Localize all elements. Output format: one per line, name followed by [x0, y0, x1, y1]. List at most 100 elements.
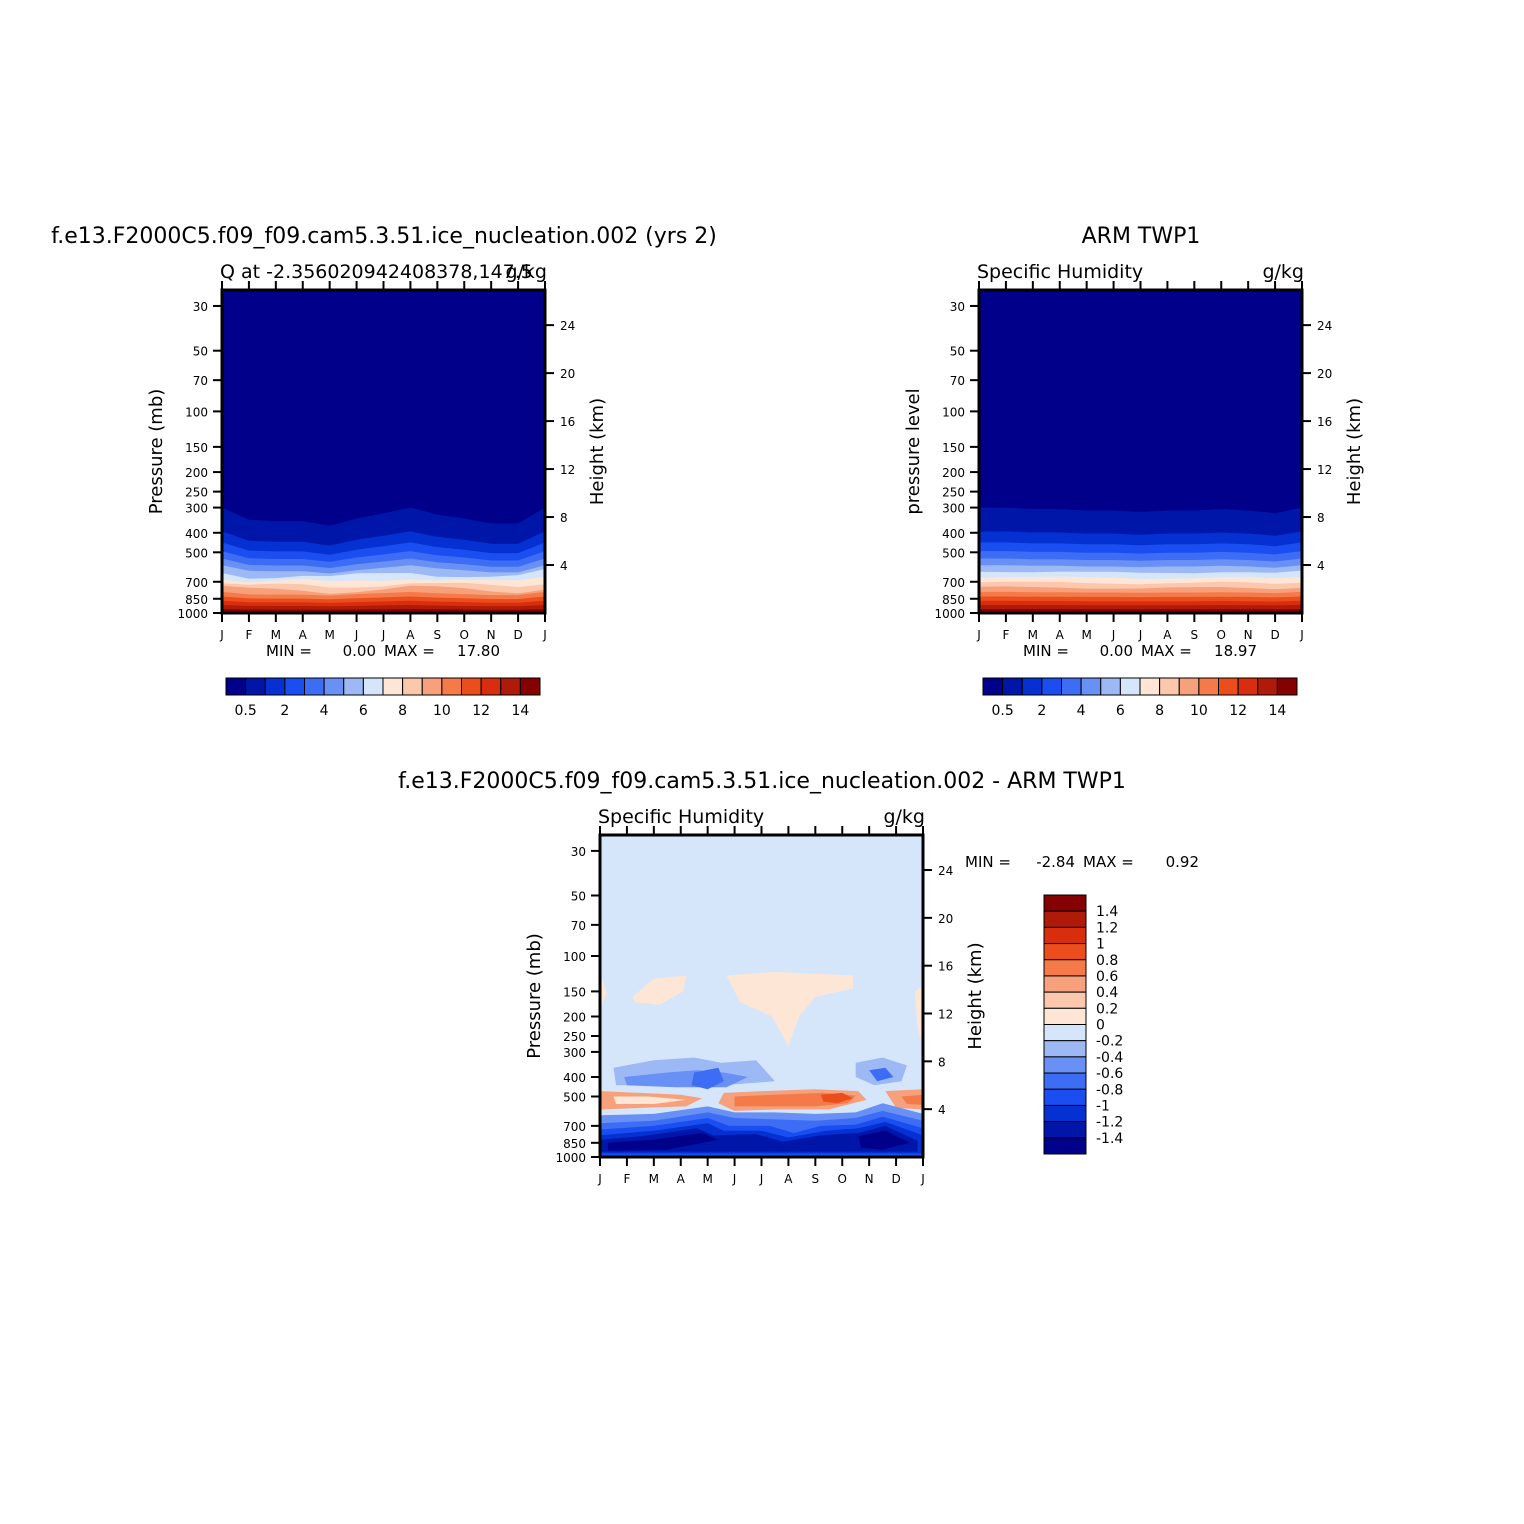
y-tick-label: 50 — [571, 890, 586, 904]
colorbar-swatch — [1043, 910, 1087, 928]
y-tick-label: 400 — [185, 527, 208, 541]
y-tick-label: 400 — [942, 527, 965, 541]
colorbar-swatch — [1043, 1007, 1087, 1025]
y-tick-label: 70 — [193, 374, 208, 388]
height-axis-label: Height (km) — [587, 398, 608, 505]
y-tick-label: 500 — [942, 546, 965, 560]
y-tick-label: 300 — [942, 502, 965, 516]
x-tick-label: A — [1163, 628, 1172, 642]
min-value: 0.00 — [1100, 642, 1133, 660]
x-tick-label: A — [299, 628, 308, 642]
diff-strong-negative — [818, 1136, 848, 1145]
y-tick-label: 250 — [185, 486, 208, 500]
height-tick-label: 24 — [560, 319, 575, 333]
colorbar-swatch — [982, 677, 1004, 696]
height-tick-label: 24 — [938, 864, 953, 878]
y-tick-label: 150 — [185, 441, 208, 455]
y-axis-label: Pressure (mb) — [146, 389, 167, 515]
diff-negative-patch — [869, 1067, 894, 1082]
colorbar-3: 1.41.210.80.60.40.20-0.2-0.4-0.6-0.8-1-1… — [1043, 894, 1123, 1155]
max-value: 18.97 — [1214, 642, 1257, 660]
colorbar-label: 4 — [320, 703, 329, 719]
colorbar-swatch — [1218, 677, 1239, 696]
y-tick-label: 250 — [563, 1030, 586, 1044]
colorbar-label: 10 — [1190, 703, 1208, 719]
diff-strongest-negative — [858, 1130, 910, 1150]
colorbar-swatch — [1043, 1137, 1087, 1155]
colorbar-label: 12 — [1229, 703, 1247, 719]
colorbar-swatch — [343, 677, 364, 696]
colorbar-swatch — [1276, 677, 1298, 696]
colorbar-swatch — [1043, 1056, 1087, 1074]
y-tick-label: 200 — [563, 1011, 586, 1025]
colorbar-swatch — [323, 677, 345, 696]
colorbar-swatch — [519, 677, 541, 696]
panel-subtitle-right: g/kg — [1262, 261, 1304, 283]
colorbar-label: 14 — [511, 703, 529, 719]
diff-positive-band — [820, 1092, 853, 1104]
y-tick-label: 250 — [942, 486, 965, 500]
y-tick-label: 150 — [563, 985, 586, 999]
colorbar-swatch — [1257, 677, 1278, 696]
y-tick-label: 500 — [185, 546, 208, 560]
height-tick-label: 8 — [938, 1055, 946, 1069]
x-tick-label: S — [1191, 628, 1199, 642]
x-tick-label: N — [1244, 628, 1253, 642]
y-tick-label: 1000 — [934, 607, 965, 621]
colorbar-label: 2 — [1037, 703, 1046, 719]
colorbar-swatch — [1043, 959, 1087, 977]
colorbar-swatch — [382, 677, 404, 696]
x-tick-label: F — [623, 1172, 630, 1186]
y-tick-label: 150 — [942, 441, 965, 455]
colorbar-swatch — [1002, 677, 1023, 696]
colorbar-swatch — [1043, 926, 1087, 945]
y-tick-label: 500 — [563, 1090, 586, 1104]
panel-title: f.e13.F2000C5.f09_f09.cam5.3.51.ice_nucl… — [398, 769, 1126, 794]
x-tick-label: O — [460, 628, 469, 642]
colorbar-swatch — [264, 677, 286, 696]
x-tick-label: J — [597, 1172, 602, 1186]
height-tick-label: 12 — [560, 463, 575, 477]
x-tick-label: S — [812, 1172, 820, 1186]
height-axis-label: Height (km) — [1344, 398, 1365, 505]
colorbar-swatch — [1178, 677, 1200, 696]
height-tick-label: 12 — [938, 1008, 953, 1022]
x-tick-label: M — [1081, 628, 1091, 642]
colorbar-swatch — [1043, 1104, 1087, 1123]
panel-subtitle-right: g/kg — [505, 261, 547, 283]
colorbar-swatch — [304, 677, 325, 696]
x-tick-label: J — [542, 628, 547, 642]
y-tick-label: 400 — [563, 1071, 586, 1085]
colorbar-label: 14 — [1268, 703, 1286, 719]
y-tick-label: 70 — [571, 919, 586, 933]
max-value: 0.92 — [1166, 853, 1199, 871]
colorbar-swatch — [1119, 677, 1141, 696]
x-tick-label: D — [891, 1172, 900, 1186]
diff-positive-patch — [914, 985, 923, 1046]
x-tick-label: N — [487, 628, 496, 642]
y-tick-label: 100 — [563, 950, 586, 964]
x-tick-label: J — [732, 1172, 737, 1186]
panel-subtitle-left: Specific Humidity — [598, 806, 764, 828]
colorbar-label: 0.5 — [234, 703, 256, 719]
x-tick-label: J — [976, 628, 981, 642]
colorbar-label: 6 — [1116, 703, 1125, 719]
colorbar-swatch — [1061, 677, 1082, 696]
y-tick-label: 30 — [193, 300, 208, 314]
x-tick-label: A — [677, 1172, 686, 1186]
colorbar-swatch — [1043, 894, 1087, 912]
y-tick-label: 700 — [942, 576, 965, 590]
colorbar-2: 0.5 2 4 6 8 10 12 14 — [982, 677, 1298, 719]
y-tick-label: 70 — [950, 374, 965, 388]
y-axis-label: Pressure (mb) — [524, 933, 545, 1059]
diff-positive-band — [901, 1094, 923, 1105]
x-tick-label: J — [1138, 628, 1143, 642]
colorbar-swatch — [1043, 975, 1087, 993]
x-tick-label: O — [1217, 628, 1226, 642]
colorbar-swatch — [1041, 677, 1062, 696]
panel-1: f.e13.F2000C5.f09_f09.cam5.3.51.ice_nucl… — [51, 224, 717, 660]
y-tick-label: 300 — [563, 1046, 586, 1060]
height-tick-label: 24 — [1317, 319, 1332, 333]
colorbar-label: -0.6 — [1096, 1066, 1123, 1082]
x-tick-label: N — [865, 1172, 874, 1186]
